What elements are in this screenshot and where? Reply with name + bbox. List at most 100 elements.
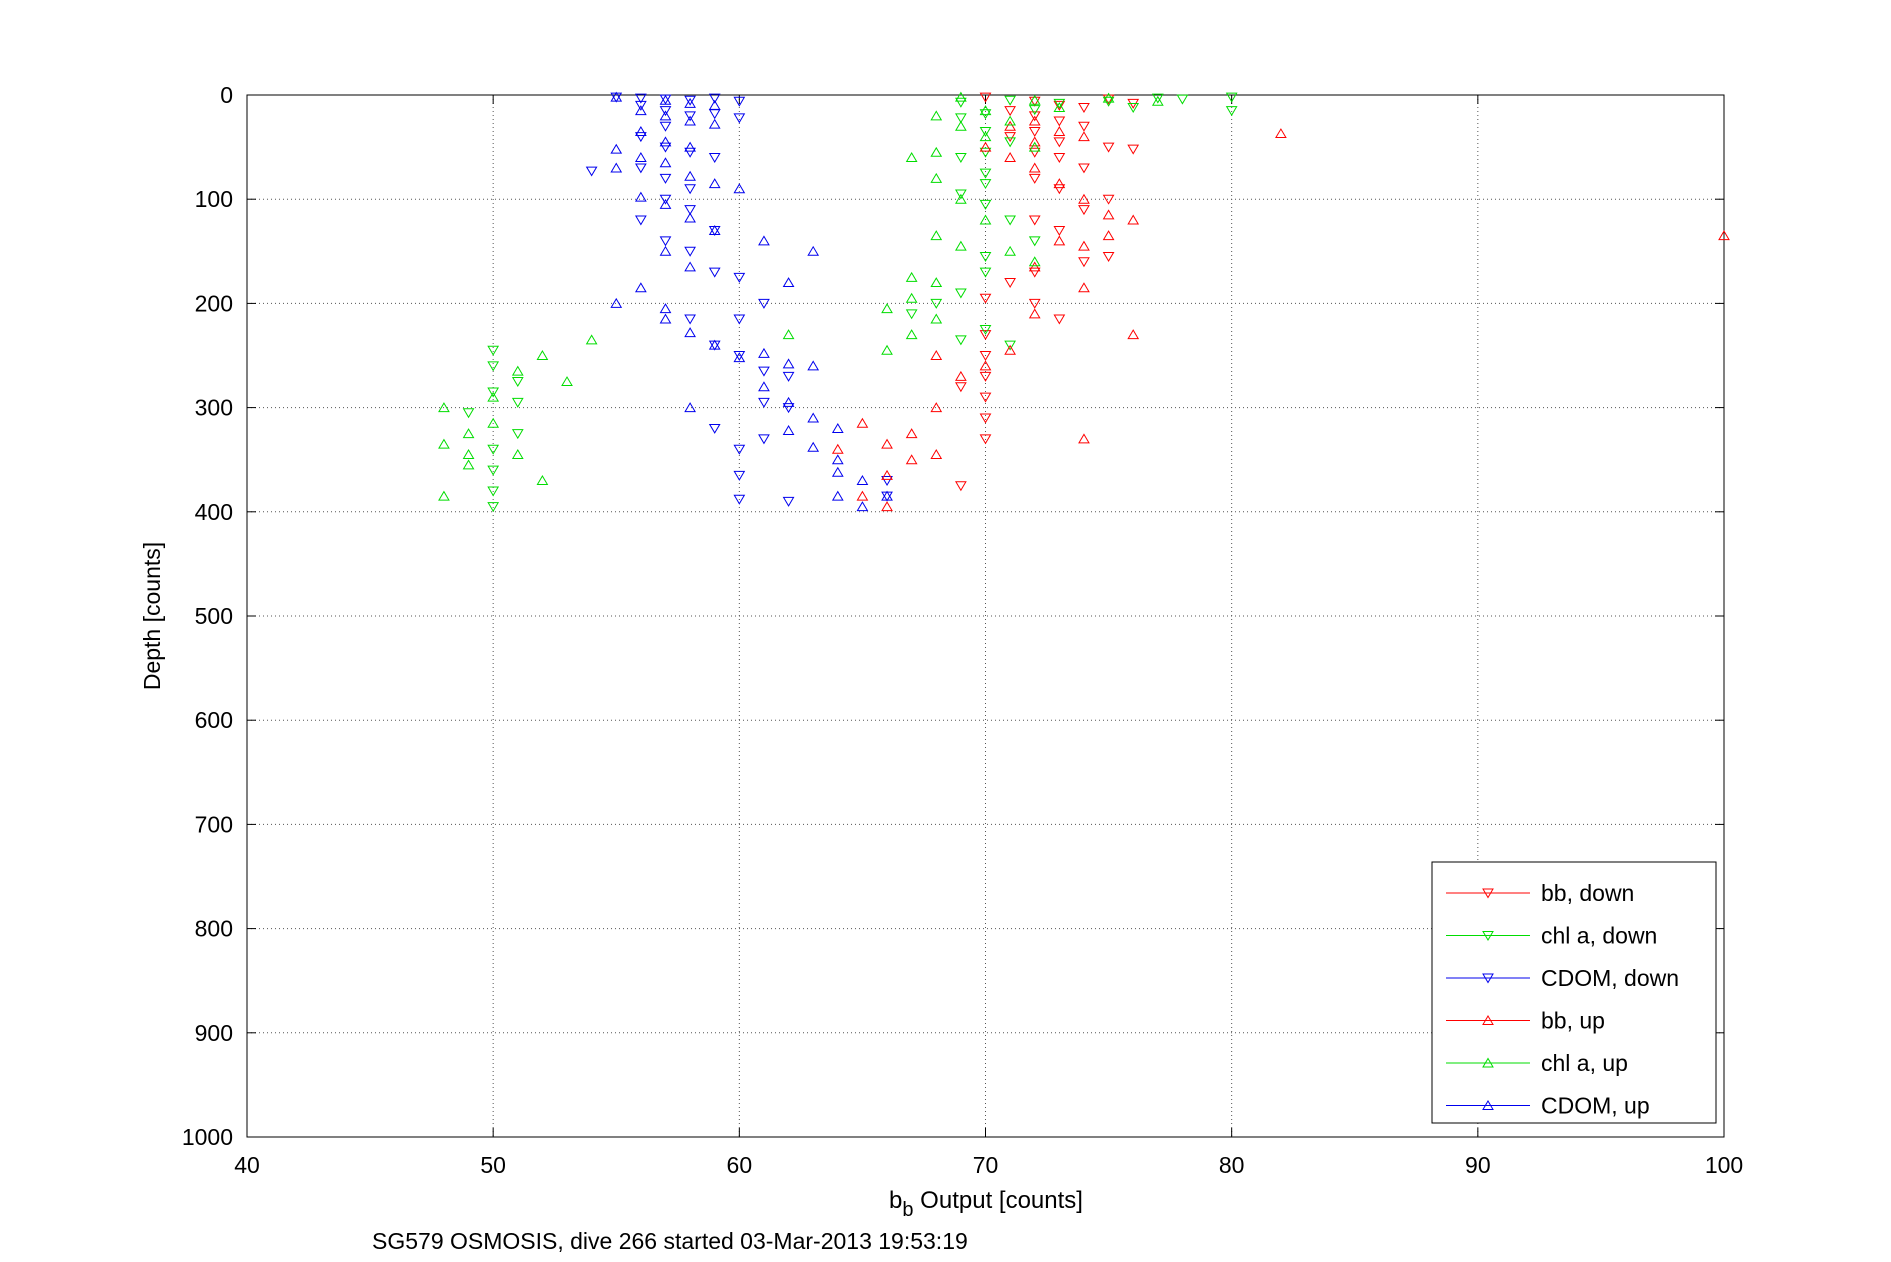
- data-point: [684, 147, 696, 158]
- data-point: [979, 360, 992, 371]
- data-point: [1053, 184, 1066, 195]
- legend-marker: [1482, 1057, 1494, 1068]
- data-point: [905, 428, 918, 439]
- y-tick-label: 500: [195, 603, 233, 629]
- data-point: [684, 205, 696, 216]
- legend-marker: [1482, 973, 1494, 984]
- data-point: [487, 417, 500, 428]
- data-point: [1028, 126, 1041, 137]
- x-tick-label: 60: [727, 1152, 753, 1178]
- data-point: [831, 490, 844, 501]
- data-point: [634, 282, 647, 293]
- data-point: [487, 387, 500, 398]
- data-point: [708, 93, 721, 104]
- legend-entry: bb, up: [1446, 1008, 1605, 1034]
- data-point: [955, 481, 967, 492]
- data-point: [1078, 193, 1090, 204]
- data-point: [634, 105, 647, 116]
- series-layer: [438, 91, 1730, 513]
- data-point: [1078, 282, 1090, 293]
- data-point: [561, 376, 573, 387]
- data-point: [881, 303, 893, 314]
- data-point: [438, 438, 450, 449]
- data-point: [1028, 173, 1041, 184]
- data-point: [856, 475, 869, 486]
- data-point: [708, 99, 721, 110]
- data-point: [979, 267, 992, 278]
- data-point: [708, 339, 721, 350]
- data-point: [1004, 132, 1016, 143]
- x-axis-label: bb Output [counts]: [889, 1187, 1083, 1221]
- legend-entry: chl a, up: [1446, 1050, 1628, 1076]
- data-point: [1028, 215, 1041, 226]
- data-point: [684, 184, 696, 195]
- data-point: [1004, 152, 1016, 163]
- data-point: [1053, 98, 1066, 109]
- data-point: [1151, 93, 1164, 104]
- data-point: [733, 351, 746, 361]
- data-point: [1053, 153, 1066, 164]
- data-point: [930, 146, 943, 157]
- data-point: [684, 327, 696, 338]
- data-point: [1004, 115, 1016, 126]
- data-point: [1028, 141, 1041, 152]
- data-point: [462, 459, 475, 470]
- data-point: [1028, 111, 1041, 122]
- legend-label: bb, up: [1541, 1008, 1605, 1034]
- data-point: [1102, 230, 1115, 241]
- data-point: [462, 428, 475, 439]
- data-point: [930, 449, 943, 459]
- x-axis-label-rest: Output [counts]: [914, 1187, 1083, 1214]
- data-point: [659, 313, 672, 324]
- y-tick-label: 700: [195, 811, 233, 837]
- data-point: [1028, 147, 1041, 158]
- data-point: [511, 397, 524, 408]
- data-point: [955, 153, 967, 164]
- x-tick-label: 50: [480, 1152, 506, 1178]
- data-point: [511, 429, 524, 440]
- y-tick-label: 0: [220, 82, 233, 108]
- legend-label: bb, down: [1541, 880, 1634, 906]
- data-point: [659, 198, 672, 209]
- series-1: [462, 92, 1238, 513]
- data-point: [1102, 92, 1115, 103]
- data-point: [1127, 144, 1140, 155]
- data-point: [1004, 245, 1016, 256]
- data-point: [881, 490, 893, 501]
- y-tick-label: 900: [195, 1020, 233, 1046]
- legend-marker: [1482, 888, 1494, 899]
- data-point: [1004, 340, 1016, 351]
- data-point: [1053, 225, 1066, 236]
- data-point: [684, 97, 696, 108]
- data-point: [1028, 267, 1041, 278]
- data-point: [1078, 240, 1090, 251]
- data-point: [733, 96, 746, 107]
- data-point: [831, 443, 844, 454]
- data-point: [733, 183, 746, 194]
- series-4: [438, 91, 1164, 501]
- data-point: [659, 121, 672, 132]
- data-point: [487, 444, 500, 455]
- data-point: [782, 277, 795, 288]
- data-point: [758, 397, 770, 408]
- data-point: [782, 396, 795, 407]
- data-point: [733, 272, 746, 283]
- data-point: [1127, 329, 1140, 340]
- data-point: [1078, 163, 1090, 174]
- data-point: [930, 402, 943, 413]
- data-point: [487, 391, 500, 402]
- data-point: [634, 215, 647, 226]
- data-point: [684, 261, 696, 272]
- data-point: [955, 97, 967, 108]
- data-point: [955, 189, 967, 200]
- legend-marker: [1482, 931, 1494, 941]
- data-point: [634, 93, 647, 104]
- data-point: [831, 454, 844, 465]
- legend: bb, down chl a, down CDOM, down bb, up chl a…: [1431, 861, 1717, 1124]
- y-axis-label: Depth [counts]: [139, 542, 165, 690]
- y-tick-label: 400: [195, 499, 233, 525]
- data-point: [782, 329, 795, 340]
- data-point: [1004, 344, 1016, 355]
- data-point: [955, 240, 967, 251]
- y-tick-label: 600: [195, 707, 233, 733]
